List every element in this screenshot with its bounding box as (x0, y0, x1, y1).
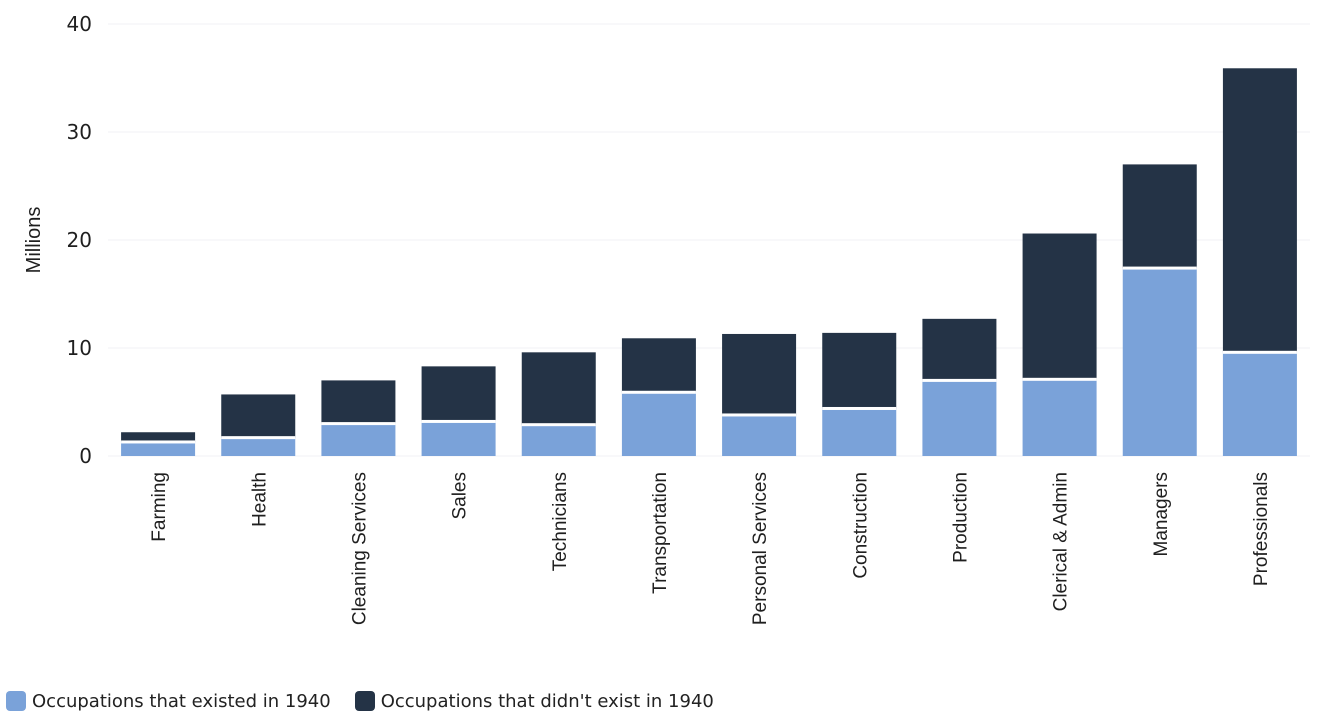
segment-separator (321, 422, 396, 426)
bar-segment-new (1122, 164, 1197, 269)
legend-item-existed: Occupations that existed in 1940 (6, 691, 331, 712)
bar-segment-existed (521, 424, 596, 456)
legend-swatch-existed (6, 691, 26, 711)
bar-segment-new (922, 318, 997, 381)
x-tick-label: Managers (1151, 472, 1172, 557)
bar-segment-existed (221, 437, 296, 456)
bars (121, 68, 1297, 456)
x-tick-label: Construction (850, 472, 871, 579)
bar-segment-existed (722, 414, 797, 456)
bar-segment-existed (922, 380, 997, 456)
x-tick-label: Cleaning Services (349, 472, 370, 625)
segment-separator (722, 413, 797, 417)
x-tick-label: Production (950, 472, 971, 563)
segment-separator (421, 419, 496, 423)
y-tick-label: 10 (67, 336, 92, 360)
y-tick-label: 30 (67, 120, 92, 144)
y-tick-label: 0 (79, 444, 92, 468)
bar-segment-existed (1022, 379, 1097, 456)
x-tick-label: Technicians (550, 472, 571, 571)
bar-segment-new (321, 380, 396, 424)
x-axis-labels: Farming Health Cleaning Services Sales Techn… (149, 472, 1272, 625)
segment-separator (221, 436, 296, 440)
bar-segment-new (1022, 233, 1097, 380)
bar-segment-new (621, 338, 696, 393)
bar-segment-existed (621, 392, 696, 456)
y-tick-label: 20 (67, 228, 92, 252)
x-tick-label: Health (249, 472, 270, 527)
bar-segment-existed (822, 408, 897, 456)
bar-segment-existed (1122, 268, 1197, 456)
x-tick-label: Transportation (650, 472, 671, 594)
legend-label-existed: Occupations that existed in 1940 (32, 690, 331, 712)
bar-segment-new (822, 332, 897, 409)
gridlines (108, 23, 1310, 457)
y-tick-label: 40 (67, 12, 92, 36)
x-tick-label: Personal Services (750, 472, 771, 625)
segment-separator (121, 440, 196, 444)
segment-separator (822, 406, 897, 410)
bar-segment-existed (1222, 352, 1297, 456)
legend-item-new: Occupations that didn't exist in 1940 (354, 690, 714, 712)
x-tick-label: Farming (149, 472, 170, 542)
bar-segment-new (121, 432, 196, 442)
bar-segment-existed (121, 441, 196, 456)
segment-separator (621, 390, 696, 394)
segment-separator (1022, 377, 1097, 381)
bar-segment-existed (421, 421, 496, 456)
legend: Occupations that existed in 1940 Occupat… (6, 690, 738, 712)
bar-segment-new (1222, 68, 1297, 353)
segment-separator (1122, 266, 1197, 270)
x-tick-label: Clerical & Admin (1051, 472, 1072, 611)
x-tick-label: Professionals (1251, 472, 1272, 586)
y-axis-title: Millions (23, 207, 45, 274)
bar-segment-new (421, 366, 496, 422)
x-tick-label: Sales (450, 472, 471, 520)
segment-separator (922, 378, 997, 382)
bar-segment-existed (321, 423, 396, 456)
segment-separator (1222, 350, 1297, 354)
bar-segment-new (521, 352, 596, 425)
legend-label-new: Occupations that didn't exist in 1940 (380, 690, 714, 712)
legend-swatch-new (354, 691, 375, 711)
bar-segment-new (722, 333, 797, 415)
segment-separator (521, 423, 596, 427)
bar-segment-new (221, 394, 296, 438)
y-axis-ticks: 0 10 20 30 40 (67, 12, 92, 468)
